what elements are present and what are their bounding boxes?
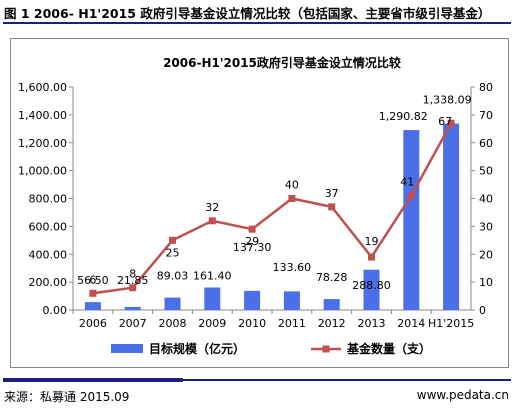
bar-data-label: 133.60	[273, 261, 312, 274]
y-right-tick-label: 60	[479, 137, 493, 150]
combo-chart: 2006-H1'2015政府引导基金设立情况比较 0.00 200.00 400.00…	[18, 55, 493, 356]
line-point-fund-count	[447, 119, 455, 127]
y-right-tick-label: 50	[479, 165, 493, 178]
line-point-fund-count	[368, 253, 375, 261]
x-tick-label: 2008	[159, 317, 187, 330]
bar-target-size	[403, 130, 420, 310]
y-left-tick-label: 1,600.00	[18, 81, 67, 94]
bar-target-size	[363, 269, 380, 310]
line-data-label: 6	[89, 273, 96, 286]
y-left-tick-label: 200.00	[29, 276, 68, 289]
x-tick-label: 2012	[318, 317, 346, 330]
bar-data-label: 56.50	[77, 274, 109, 287]
bar-data-label: 161.40	[193, 270, 232, 283]
legend-swatch-bar	[111, 344, 143, 353]
x-tick-label: 2014	[397, 317, 425, 330]
bar-target-size	[283, 291, 300, 310]
y-right-tick-label: 80	[479, 81, 493, 94]
line-data-label: 32	[205, 201, 219, 214]
bar-target-size	[443, 123, 460, 310]
bar-data-label: 78.28	[316, 271, 348, 284]
bar-data-label: 1,290.82	[379, 110, 428, 123]
x-tick-label: 2011	[278, 317, 306, 330]
x-tick-label: H1'2015	[428, 317, 474, 330]
bar-target-size	[244, 290, 261, 310]
line-point-fund-count	[89, 289, 97, 297]
figure-title: 图 1 2006- H1'2015 政府引导基金设立情况比较（包括国家、主要省市…	[4, 6, 491, 21]
site-url: www.pedata.cn	[416, 388, 509, 402]
line-point-fund-count	[169, 236, 176, 244]
bar-data-label: 288.80	[352, 279, 391, 292]
y-left-tick-label: 600.00	[29, 220, 68, 233]
line-data-label: 37	[325, 187, 339, 200]
line-point-fund-count	[407, 192, 415, 200]
y-right-tick-label: 0	[479, 304, 486, 317]
y-left-tick-label: 400.00	[29, 248, 68, 261]
source-note: 来源：私募通 2015.09	[4, 390, 130, 404]
y-left-tick-label: 0.00	[43, 304, 68, 317]
bar-target-size	[323, 299, 340, 310]
line-data-label: 19	[365, 235, 379, 248]
x-tick-label: 2009	[198, 317, 226, 330]
x-tick-label: 2007	[119, 317, 147, 330]
legend-label-line: 基金数量（支）	[346, 341, 431, 356]
chart-title: 2006-H1'2015政府引导基金设立情况比较	[163, 55, 401, 70]
y-right-tick-label: 20	[479, 248, 493, 261]
legend-label-bar: 目标规模（亿元）	[149, 341, 245, 356]
y-left-tick-label: 1,200.00	[18, 137, 67, 150]
line-point-fund-count	[208, 217, 216, 225]
line-point-fund-count	[248, 225, 256, 233]
line-data-label: 8	[129, 268, 136, 281]
footer-rule	[3, 378, 511, 382]
line-data-label: 40	[285, 179, 299, 192]
line-point-fund-count	[288, 195, 296, 202]
line-point-fund-count	[129, 284, 137, 292]
line-fund-count	[92, 122, 453, 295]
bar-data-label: 137.30	[233, 241, 272, 254]
bar-data-label: 89.03	[157, 270, 189, 283]
chart-frame: 2006-H1'2015政府引导基金设立情况比较 0.00 200.00 400.00…	[10, 38, 509, 368]
bar-target-size	[84, 302, 101, 310]
y-left-tick-label: 1,400.00	[18, 109, 67, 122]
line-data-label: 41	[400, 176, 414, 189]
line-data-label: 25	[166, 246, 180, 259]
title-rule	[3, 22, 511, 24]
y-right-tick-label: 10	[479, 276, 493, 289]
legend-marker-line	[322, 345, 330, 353]
x-tick-label: 2010	[238, 317, 266, 330]
x-tick-label: 2006	[79, 317, 107, 330]
y-left-tick-label: 800.00	[29, 193, 68, 206]
line-point-fund-count	[328, 203, 336, 211]
line-data-label: 29	[245, 235, 259, 248]
bar-target-size	[124, 306, 141, 310]
y-left-tick-label: 1,000.00	[18, 165, 67, 178]
x-tick-label: 2013	[358, 317, 386, 330]
bar-target-size	[164, 297, 181, 310]
bar-data-label: 1,338.09	[423, 94, 472, 107]
y-right-tick-label: 30	[479, 220, 493, 233]
line-data-label: 67	[438, 115, 452, 128]
y-right-tick-label: 40	[479, 193, 493, 206]
y-right-tick-label: 70	[479, 109, 493, 122]
bar-data-label: 21.85	[117, 274, 149, 287]
bar-target-size	[204, 287, 221, 310]
